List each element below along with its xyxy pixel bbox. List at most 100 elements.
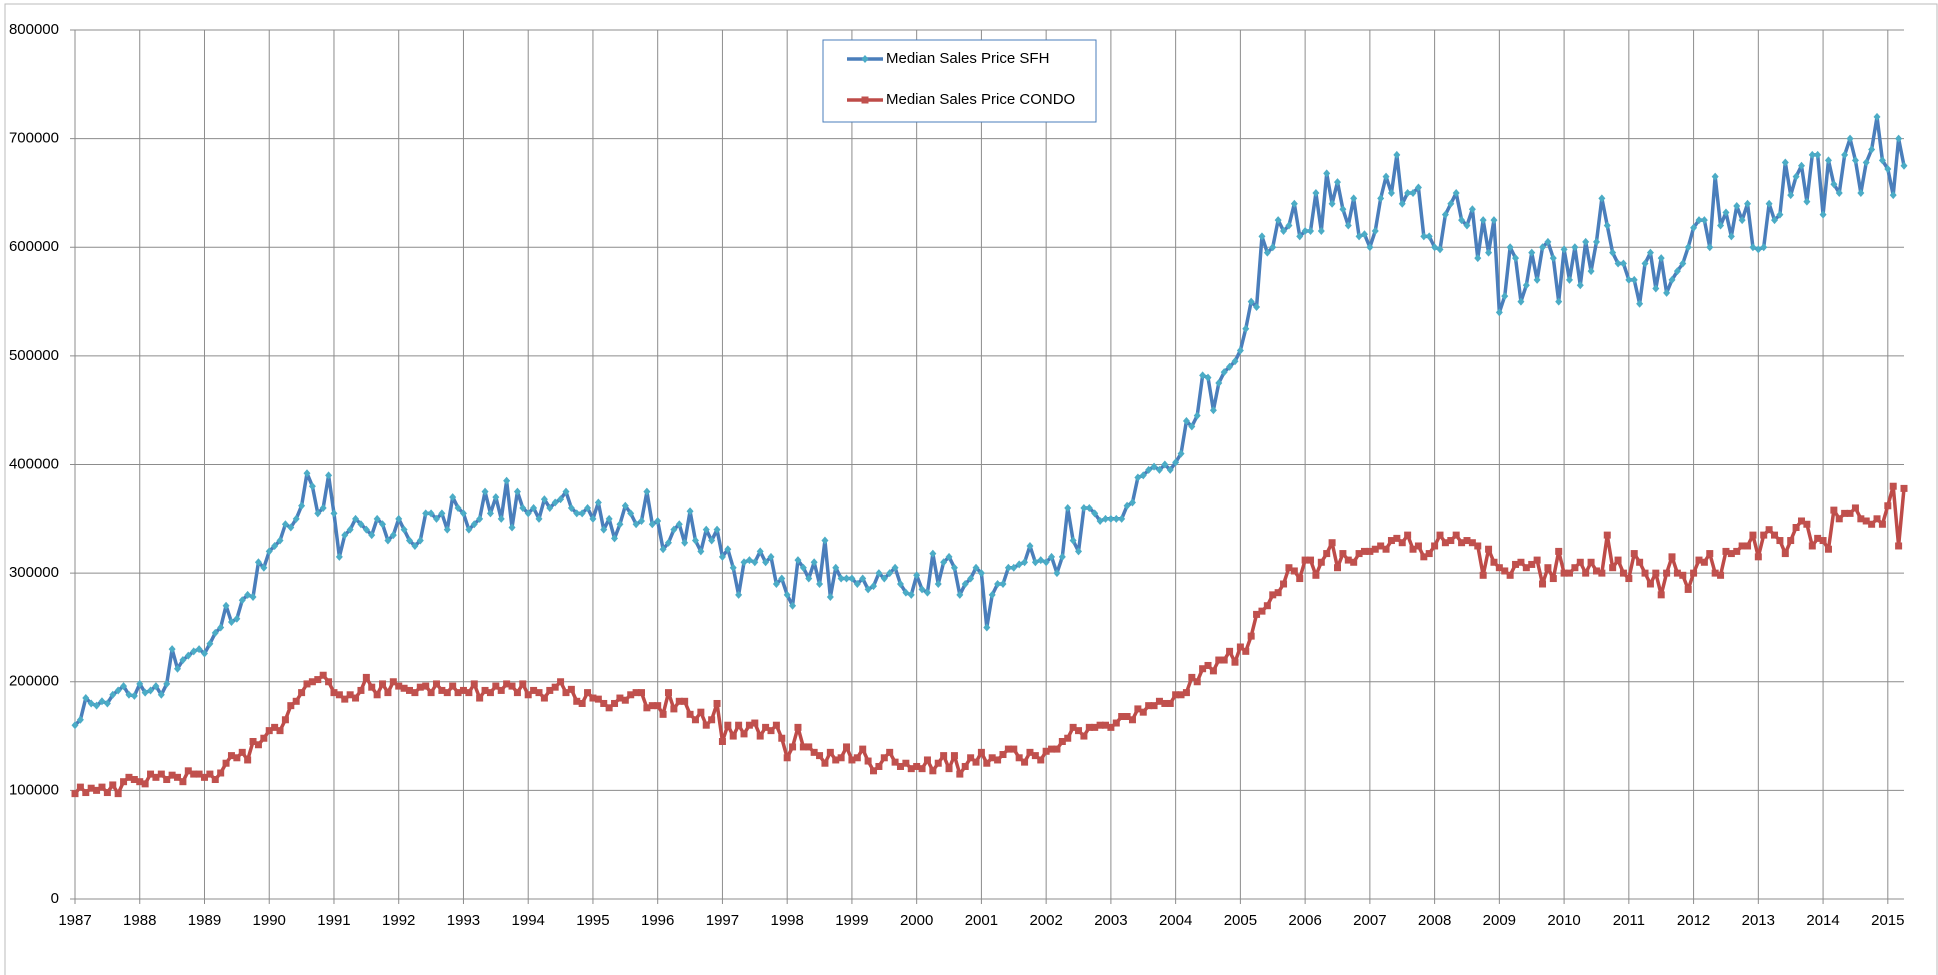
point bbox=[519, 680, 527, 688]
point bbox=[1873, 112, 1881, 121]
point bbox=[1366, 243, 1374, 252]
point bbox=[298, 501, 306, 510]
point bbox=[1878, 520, 1886, 528]
point bbox=[238, 748, 246, 756]
x-tick-label: 1987 bbox=[58, 912, 91, 929]
point bbox=[681, 697, 689, 705]
point bbox=[125, 773, 133, 781]
point bbox=[1404, 531, 1412, 539]
point bbox=[1517, 558, 1525, 566]
point bbox=[1722, 547, 1730, 555]
x-tick-label: 2010 bbox=[1547, 912, 1580, 929]
point bbox=[120, 778, 128, 786]
point bbox=[1263, 248, 1271, 257]
point bbox=[1274, 589, 1282, 597]
point bbox=[789, 743, 797, 751]
point bbox=[896, 762, 904, 770]
point bbox=[190, 770, 198, 778]
point bbox=[713, 525, 721, 534]
point bbox=[1684, 585, 1692, 593]
point bbox=[1841, 150, 1849, 159]
point bbox=[1021, 758, 1029, 766]
point bbox=[114, 686, 122, 695]
series-points bbox=[71, 112, 1908, 730]
point bbox=[1846, 509, 1854, 517]
point bbox=[1754, 245, 1762, 254]
point bbox=[859, 574, 867, 583]
x-tick-label: 2015 bbox=[1871, 912, 1904, 929]
point bbox=[1048, 745, 1056, 753]
point bbox=[1161, 460, 1169, 469]
point bbox=[826, 748, 834, 756]
point bbox=[249, 737, 257, 745]
point bbox=[1155, 697, 1163, 705]
legend-label: Median Sales Price CONDO bbox=[886, 91, 1075, 108]
point bbox=[206, 639, 214, 648]
point bbox=[1242, 324, 1250, 333]
point bbox=[1091, 509, 1099, 518]
point bbox=[1468, 539, 1476, 547]
point bbox=[1242, 647, 1250, 655]
point bbox=[1436, 531, 1444, 539]
point bbox=[497, 686, 505, 694]
point bbox=[147, 770, 155, 778]
point bbox=[443, 525, 451, 534]
point bbox=[157, 690, 165, 699]
point bbox=[211, 776, 219, 784]
point bbox=[136, 778, 144, 786]
point bbox=[1868, 520, 1876, 528]
point bbox=[481, 487, 489, 496]
point bbox=[1841, 509, 1849, 517]
point bbox=[594, 498, 602, 507]
point bbox=[1226, 362, 1234, 371]
point bbox=[1015, 560, 1023, 569]
point bbox=[729, 563, 737, 572]
point bbox=[745, 556, 753, 565]
point bbox=[1690, 569, 1698, 577]
point bbox=[1657, 254, 1665, 263]
x-tick-label: 2009 bbox=[1483, 912, 1516, 929]
point bbox=[977, 569, 985, 578]
point bbox=[1549, 575, 1557, 583]
point bbox=[837, 754, 845, 762]
point bbox=[217, 769, 225, 777]
point bbox=[891, 563, 899, 572]
point bbox=[1350, 194, 1358, 203]
point bbox=[141, 780, 149, 788]
point bbox=[691, 716, 699, 724]
point bbox=[1781, 550, 1789, 558]
point bbox=[276, 727, 284, 735]
point bbox=[983, 759, 991, 767]
point bbox=[1700, 216, 1708, 225]
point bbox=[1404, 188, 1412, 197]
point bbox=[1339, 550, 1347, 558]
point bbox=[459, 686, 467, 694]
point bbox=[1258, 607, 1266, 615]
point bbox=[179, 656, 187, 665]
point bbox=[578, 699, 586, 707]
point bbox=[1851, 156, 1859, 165]
point bbox=[1625, 275, 1633, 284]
point bbox=[470, 680, 478, 688]
point bbox=[459, 509, 467, 518]
point bbox=[1857, 515, 1865, 523]
point bbox=[1495, 308, 1503, 317]
point bbox=[1565, 569, 1573, 577]
point bbox=[600, 699, 608, 707]
point bbox=[886, 569, 894, 578]
point bbox=[1609, 564, 1617, 572]
point bbox=[1010, 563, 1018, 572]
point bbox=[1652, 284, 1660, 293]
point bbox=[422, 509, 430, 518]
point bbox=[940, 558, 948, 567]
point bbox=[994, 579, 1002, 588]
point bbox=[562, 487, 570, 496]
point bbox=[627, 691, 635, 699]
point bbox=[524, 509, 532, 518]
point bbox=[1447, 199, 1455, 208]
point bbox=[254, 558, 262, 567]
point bbox=[1700, 558, 1708, 566]
chart-frame bbox=[4, 3, 1938, 975]
point bbox=[950, 752, 958, 760]
